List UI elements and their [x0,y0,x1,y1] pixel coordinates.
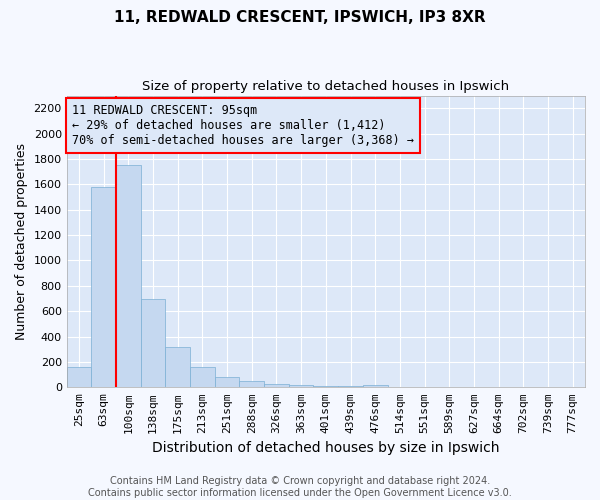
Bar [116,166,141,388]
X-axis label: Distribution of detached houses by size in Ipswich: Distribution of detached houses by size … [152,441,500,455]
Text: 11 REDWALD CRESCENT: 95sqm
← 29% of detached houses are smaller (1,412)
70% of s: 11 REDWALD CRESCENT: 95sqm ← 29% of deta… [72,104,414,148]
Title: Size of property relative to detached houses in Ipswich: Size of property relative to detached ho… [142,80,509,93]
Bar [363,385,388,388]
Bar [67,367,91,388]
Bar [338,386,363,388]
Y-axis label: Number of detached properties: Number of detached properties [15,143,28,340]
Bar [239,381,264,388]
Bar [215,376,239,388]
Text: Contains HM Land Registry data © Crown copyright and database right 2024.
Contai: Contains HM Land Registry data © Crown c… [88,476,512,498]
Bar [289,385,313,388]
Bar [264,384,289,388]
Bar [166,346,190,388]
Bar [141,298,166,388]
Text: 11, REDWALD CRESCENT, IPSWICH, IP3 8XR: 11, REDWALD CRESCENT, IPSWICH, IP3 8XR [114,10,486,25]
Bar [190,367,215,388]
Bar [313,386,338,388]
Bar [91,187,116,388]
